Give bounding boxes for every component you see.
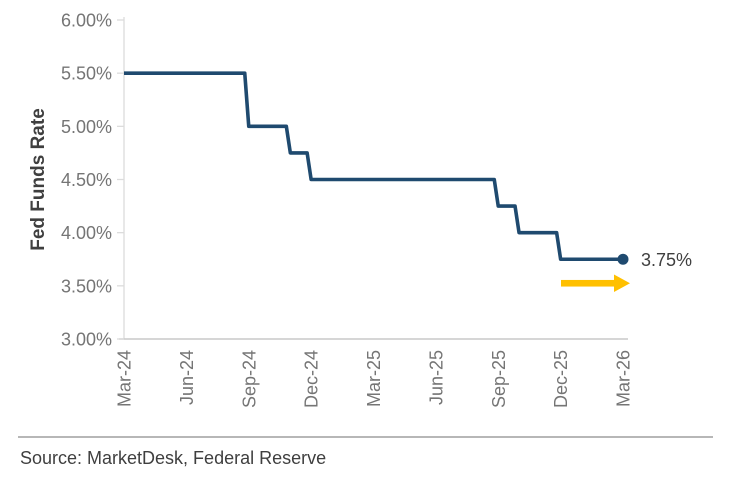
arrow-shaft bbox=[561, 279, 614, 287]
right-arrow-icon bbox=[561, 274, 630, 293]
x-tick-label: Dec-25 bbox=[551, 350, 571, 408]
y-tick-label: 6.00% bbox=[61, 11, 112, 31]
fed-funds-rate-line bbox=[124, 71, 623, 262]
y-tick-label: 5.50% bbox=[61, 64, 112, 84]
end-point-dot bbox=[617, 253, 629, 265]
end-value-label: 3.75% bbox=[641, 250, 692, 270]
y-tick-label: 4.00% bbox=[61, 223, 112, 243]
y-tick-label: 3.50% bbox=[61, 276, 112, 296]
y-tick-label: 4.50% bbox=[61, 170, 112, 190]
arrow-head bbox=[614, 274, 630, 293]
y-axis-title: Fed Funds Rate bbox=[28, 108, 49, 251]
x-tick-label: Mar-26 bbox=[614, 350, 634, 407]
y-tick-label: 5.00% bbox=[61, 117, 112, 137]
y-tick-label: 3.00% bbox=[61, 330, 112, 350]
x-tick-label: Jun-24 bbox=[177, 350, 197, 405]
x-tick-label: Sep-25 bbox=[489, 350, 509, 408]
footer-divider bbox=[18, 436, 713, 438]
fed-funds-rate-chart: 6.00%5.50%5.00%4.50%4.00%3.50%3.00%Mar-2… bbox=[28, 11, 692, 409]
source-text: Source: MarketDesk, Federal Reserve bbox=[20, 448, 327, 468]
x-tick-label: Sep-24 bbox=[239, 350, 259, 408]
x-tick-label: Dec-24 bbox=[302, 350, 322, 408]
x-tick-label: Mar-24 bbox=[115, 350, 135, 407]
x-tick-label: Mar-25 bbox=[364, 350, 384, 407]
x-tick-label: Jun-25 bbox=[426, 350, 446, 405]
